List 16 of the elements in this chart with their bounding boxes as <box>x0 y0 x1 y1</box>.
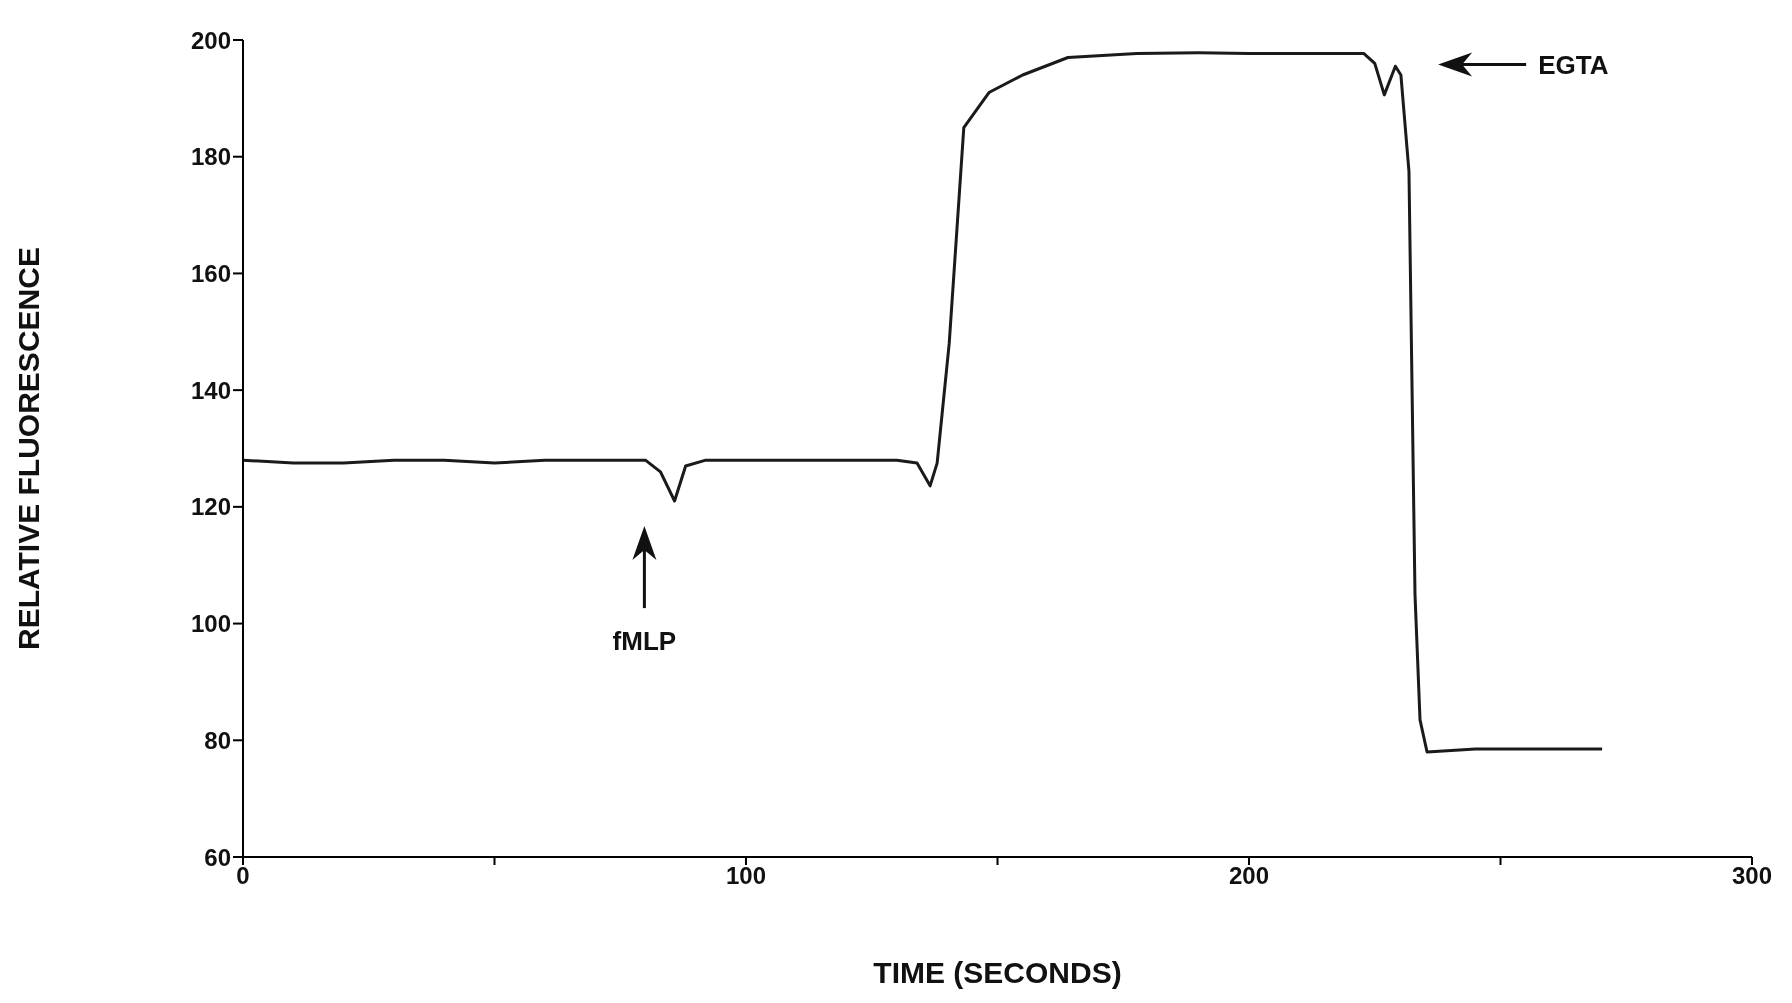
y-tick-label: 160 <box>190 259 231 287</box>
annotation: EGTA <box>1538 49 1609 80</box>
x-tick-label: 200 <box>1228 862 1270 890</box>
y-tick-label: 100 <box>190 610 231 638</box>
y-tick-label: 60 <box>204 843 231 871</box>
y-tick-label: 180 <box>190 143 231 171</box>
y-tick-label: 80 <box>204 726 231 754</box>
x-tick-label: 300 <box>1731 862 1773 890</box>
x-tick-label: 0 <box>236 862 250 890</box>
y-tick-label: 140 <box>190 376 231 404</box>
annotation: fMLP <box>612 626 677 657</box>
x-tick-label: 100 <box>725 862 767 890</box>
y-axis-title: RELATIVE FLUORESCENCE <box>11 247 45 650</box>
y-tick-label: 120 <box>190 493 231 521</box>
y-tick-label: 200 <box>190 26 231 54</box>
x-axis-title: TIME (SECONDS) <box>873 956 1122 989</box>
